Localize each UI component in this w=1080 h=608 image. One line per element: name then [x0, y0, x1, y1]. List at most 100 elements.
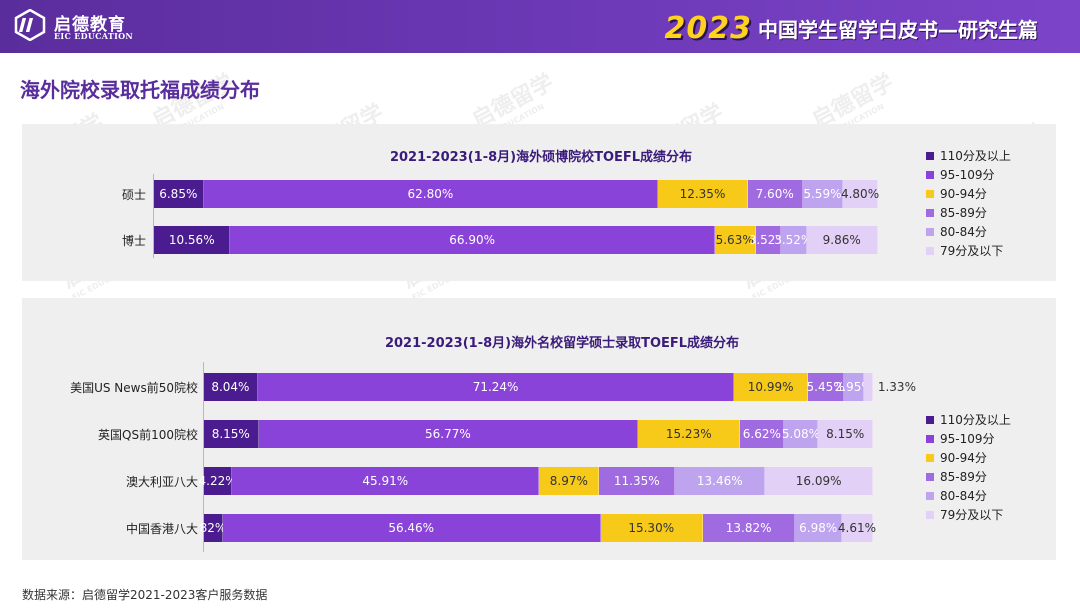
bar-segment: 62.80% [203, 180, 659, 208]
brand-logo: 启德教育 EIC EDUCATION [14, 7, 164, 47]
bar-segment: 15.30% [600, 514, 703, 542]
bar-segment: 8.04% [204, 373, 258, 401]
chart-2-legend: 110分及以上 95-109分 90-94分 85-89分 80-84分 79分及以下 [926, 410, 1011, 524]
chart-title-2: 2021-2023(1-8月)海外名校留学硕士录取TOEFL成绩分布 [384, 336, 740, 351]
legend-label: 79分及以下 [940, 244, 1004, 258]
data-label: 16.09% [795, 474, 842, 488]
bar-segment: 82% [200, 514, 226, 542]
data-label: 7.60% [755, 187, 794, 201]
legend-item: 95-109分 [926, 429, 1011, 448]
chart-title-1: 2021-2023(1-8月)海外硕博院校TOEFL成绩分布 [389, 150, 693, 165]
data-label: 56.46% [388, 521, 435, 535]
data-label: 56.77% [425, 427, 471, 441]
bar-segment: 7.60% [747, 180, 803, 208]
bar-segment: 71.24% [257, 373, 735, 401]
data-label: 6.62% [742, 427, 781, 441]
legend-item: 95-109分 [926, 165, 1011, 184]
legend-swatch [926, 434, 934, 443]
legend-item: 90-94分 [926, 184, 1011, 203]
eic-logo-icon [14, 9, 46, 41]
legend-item: 85-89分 [926, 467, 1011, 486]
chart-1-legend: 110分及以上 95-109分 90-94分 85-89分 80-84分 79分及以下 [926, 146, 1011, 260]
stacked-bar: 82% 56.46% 15.30% 13.82% 6.98% 4.61% [200, 514, 876, 542]
legend-swatch [926, 491, 934, 500]
data-label: 11.35% [613, 474, 660, 488]
category-label: 硕士 [121, 188, 146, 202]
legend-label: 90-94分 [940, 451, 987, 465]
legend-item: 79分及以下 [926, 505, 1011, 524]
data-label: 12.35% [679, 187, 726, 201]
legend-swatch [926, 472, 934, 481]
logo-english-text: EIC EDUCATION [54, 31, 134, 41]
legend-item: 85-89分 [926, 203, 1011, 222]
chart-panel-2: 2021-2023(1-8月)海外名校留学硕士录取TOEFL成绩分布 美国US … [22, 298, 1056, 560]
chart-1-axis [153, 174, 154, 258]
category-label: 博士 [121, 234, 146, 248]
data-label: 15.23% [665, 427, 712, 441]
bar-segment: 2.95% [835, 373, 873, 401]
bar-segment: 8.15% [204, 420, 259, 448]
legend-label: 95-109分 [940, 168, 995, 182]
legend-label: 90-94分 [940, 187, 987, 201]
bar-segment: 56.46% [222, 514, 601, 542]
bar-segment: 12.35% [658, 180, 748, 208]
bar-segment: 66.90% [230, 226, 715, 254]
chart-panel-1: 2021-2023(1-8月)海外硕博院校TOEFL成绩分布 硕士 6.85% 62… [22, 124, 1056, 281]
bar-segment: 4.22% [199, 467, 237, 495]
data-label: 8.15% [211, 427, 250, 441]
data-label: 8.15% [826, 427, 865, 441]
data-label: 5.63% [715, 233, 754, 247]
legend-label: 85-89分 [940, 206, 987, 220]
data-label: 15.30% [628, 521, 675, 535]
bar-segment: 5.08% [781, 420, 820, 448]
report-year: 2023 [664, 10, 752, 46]
stacked-bar: 8.15% 56.77% 15.23% 6.62% 5.08% 8.15% [204, 420, 873, 448]
data-label: 13.82% [725, 521, 772, 535]
bar-segment: 13.46% [675, 467, 766, 495]
legend-swatch [926, 246, 934, 255]
bar-segment: 3.52% [774, 226, 812, 254]
data-label: 5.59% [803, 187, 842, 201]
legend-swatch [926, 453, 934, 462]
legend-label: 110分及以上 [940, 149, 1011, 163]
bar-segment: 10.56% [154, 226, 231, 254]
bar-segment: 16.09% [765, 467, 873, 495]
bar-segment: 4.80% [841, 180, 879, 208]
bar-segment: 5.45% [807, 373, 845, 401]
legend-item: 80-84分 [926, 222, 1011, 241]
data-label: 8.04% [211, 380, 250, 394]
data-label: 62.80% [407, 187, 454, 201]
legend-label: 85-89分 [940, 470, 987, 484]
stacked-bar: 4.22% 45.91% 8.97% 11.35% 13.46% 16.09% [199, 467, 873, 495]
header-bar: 启德教育 EIC EDUCATION 2023 中国学生留学白皮书—研究生篇 [0, 0, 1080, 53]
legend-item: 79分及以下 [926, 241, 1011, 260]
category-label: 美国US News前50院校 [70, 381, 198, 395]
bar-segment: 5.63% [714, 226, 756, 254]
legend-item: 110分及以上 [926, 146, 1011, 165]
legend-item: 90-94分 [926, 448, 1011, 467]
category-label: 英国QS前100院校 [98, 428, 198, 442]
report-headline: 2023 中国学生留学白皮书—研究生篇 [665, 8, 1039, 48]
legend-swatch [926, 151, 934, 160]
legend-swatch [926, 510, 934, 519]
data-label: 66.90% [449, 233, 496, 247]
data-label: 9.86% [822, 233, 861, 247]
legend-swatch [926, 208, 934, 217]
legend-label: 80-84分 [940, 225, 987, 239]
category-label: 澳大利亚八大 [125, 475, 198, 489]
bar-segment: 5.59% [802, 180, 844, 208]
stacked-bar: 8.04% 71.24% 10.99% 5.45% 2.95% 1.33% [204, 373, 916, 401]
bar-segment: 13.82% [702, 514, 796, 542]
data-label: 10.99% [747, 380, 794, 394]
stacked-bar: 10.56% 66.90% 5.63% 3.52% 3.52% 9.86% [154, 226, 878, 254]
data-label: 71.24% [472, 380, 519, 394]
bar-segment: 8.15% [818, 420, 873, 448]
bar-segment: 45.91% [232, 467, 540, 495]
bar-segment: 4.61% [838, 514, 876, 542]
legend-swatch [926, 415, 934, 424]
bar-segment: 8.97% [539, 467, 600, 495]
bar-segment: 6.98% [795, 514, 843, 542]
legend-swatch [926, 189, 934, 198]
data-label: 5.08% [781, 427, 820, 441]
bar-segment: 11.35% [599, 467, 676, 495]
